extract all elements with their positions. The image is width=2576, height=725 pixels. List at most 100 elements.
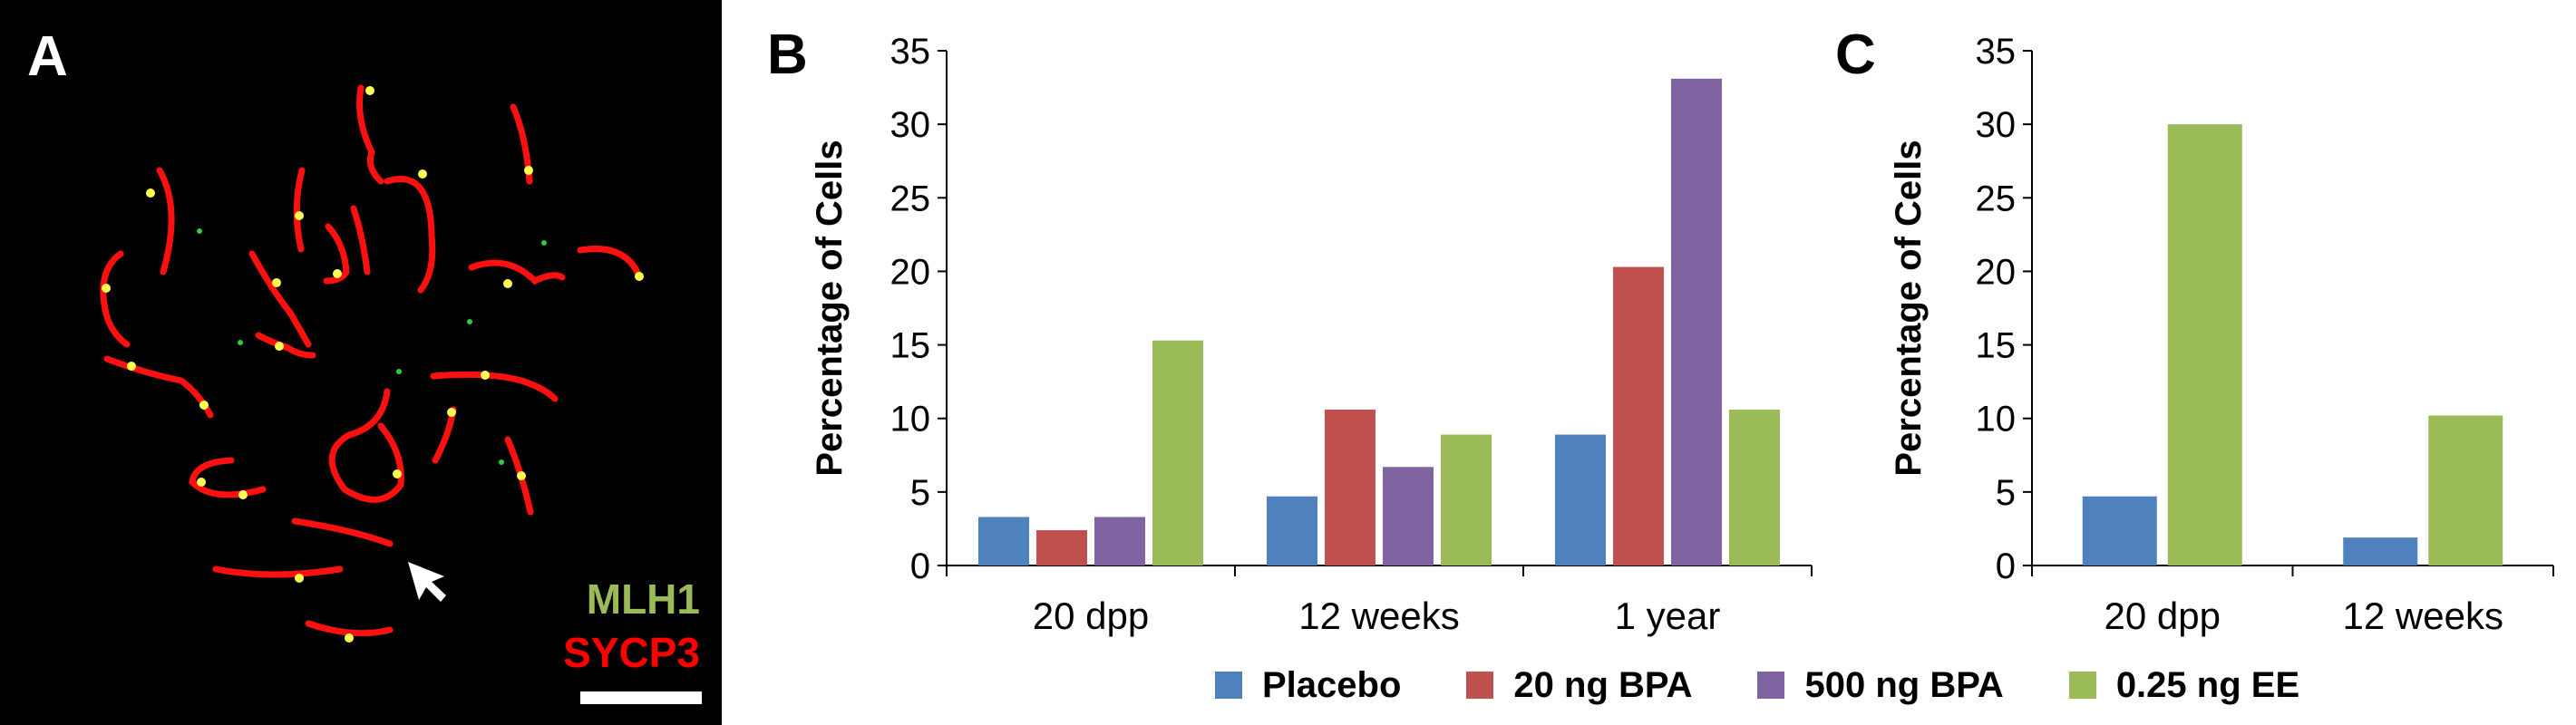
bar (1267, 496, 1317, 566)
legend-item-025ng-ee: 0.25 ng EE (2068, 664, 2300, 706)
scale-bar (580, 691, 702, 704)
mlh1-focus (275, 342, 284, 351)
green-speck (499, 459, 504, 465)
mlh1-focus (524, 166, 533, 175)
legend-label: 500 ng BPA (1804, 664, 2004, 705)
chromosome-strand (577, 246, 643, 280)
mlh1-focus (102, 284, 111, 293)
y-tick-label: 20 (890, 252, 931, 292)
green-speck (238, 340, 243, 345)
x-category-label: 1 year (1615, 594, 1721, 637)
y-tick-label: 25 (890, 179, 931, 218)
mlh1-focus (127, 362, 136, 371)
chromosome-strand (323, 223, 350, 285)
green-speck (541, 240, 547, 246)
mlh1-focus (365, 86, 374, 95)
chromosome-strand (255, 332, 316, 359)
legend-item-placebo: Placebo (1215, 665, 1401, 706)
green-speck (197, 228, 202, 234)
mlh1-focus (503, 279, 512, 288)
chromosome-strand (356, 84, 384, 185)
bar (1094, 517, 1145, 566)
mlh1-focus (517, 471, 526, 480)
panel-c-letter: C (1835, 24, 1876, 86)
legend-swatch (1757, 672, 1785, 699)
bar (1383, 467, 1434, 566)
x-category-label: 20 dpp (1033, 594, 1149, 637)
chromosome-spread-image (100, 84, 644, 643)
y-tick-label: 5 (1996, 473, 2016, 513)
bar (2167, 124, 2242, 566)
mlh1-focus (295, 574, 304, 583)
y-tick-label: 15 (1976, 326, 2017, 366)
bar (1729, 409, 1780, 566)
mlh1-focus (418, 169, 427, 179)
mlh1-focus (238, 490, 248, 499)
chromosome-strand (248, 250, 312, 348)
legend-label: Placebo (1262, 664, 1402, 705)
bar (1325, 409, 1375, 566)
chromosome-strand (430, 371, 559, 402)
mlh1-focus (272, 278, 281, 287)
x-category-label: 12 weeks (2343, 594, 2503, 637)
legend-label: 0.25 ng EE (2115, 664, 2300, 705)
mlh1-focus (295, 211, 304, 220)
y-tick-label: 10 (890, 400, 931, 440)
chromosome-strand (291, 517, 394, 547)
legend-label: 20 ng BPA (1513, 664, 1693, 705)
y-tick-label: 35 (1976, 32, 2017, 72)
bar (1152, 340, 1203, 566)
bar (2343, 537, 2418, 566)
chromosome-strand (100, 250, 131, 348)
mlh1-focus (635, 272, 644, 281)
stain-label-mlh1: MLH1 (586, 575, 700, 623)
x-category-label: 20 dpp (2105, 594, 2221, 637)
panel-a-letter: A (27, 25, 68, 88)
chromosome-strand (328, 388, 404, 503)
legend-swatch (1215, 672, 1242, 699)
bar (1671, 78, 1722, 566)
legend-item-500ng-bpa: 500 ng BPA (1757, 664, 2004, 706)
bar (978, 517, 1029, 566)
y-axis-label: Percentage of Cells (810, 140, 850, 476)
bar (1555, 434, 1606, 566)
mlh1-focus (447, 408, 456, 417)
y-tick-label: 25 (1976, 179, 2017, 218)
green-speck (396, 369, 402, 374)
arrowhead-pointer (408, 562, 446, 602)
chromosome-strand (156, 167, 175, 276)
micrograph-panel-a: A MLH1 SYCP3 (0, 0, 722, 725)
green-speck (467, 319, 472, 324)
chromosome-strand (212, 566, 344, 578)
chart-legend: Placebo 20 ng BPA 500 ng BPA 0.25 ng EE (1215, 658, 2365, 712)
y-tick-label: 0 (910, 546, 930, 586)
mlh1-focus (481, 371, 490, 380)
y-tick-label: 35 (890, 32, 931, 72)
y-axis-label: Percentage of Cells (1889, 140, 1929, 476)
mlh1-focus (146, 188, 155, 198)
chromosome-strand (189, 457, 267, 498)
bar (2428, 415, 2503, 566)
mlh1-focus (345, 633, 354, 643)
y-tick-label: 10 (1976, 400, 2017, 440)
mlh1-focus (197, 478, 206, 487)
x-category-label: 12 weeks (1298, 594, 1459, 637)
chromosome-strand (468, 259, 566, 285)
y-tick-label: 30 (890, 105, 931, 145)
bar (2082, 496, 2157, 566)
y-tick-label: 20 (1976, 252, 2017, 292)
stain-label-sycp3: SYCP3 (563, 629, 700, 676)
mlh1-focus (333, 269, 342, 278)
y-tick-label: 0 (1996, 546, 2016, 586)
bar (1613, 266, 1664, 566)
y-tick-label: 30 (1976, 105, 2017, 145)
chromosome-strand (384, 176, 436, 294)
y-tick-label: 5 (910, 473, 930, 513)
panel-b-letter: B (767, 24, 808, 86)
legend-swatch (2068, 672, 2096, 699)
bar (1441, 434, 1492, 566)
chromosome-strand (305, 620, 394, 637)
mlh1-focus (393, 469, 402, 478)
